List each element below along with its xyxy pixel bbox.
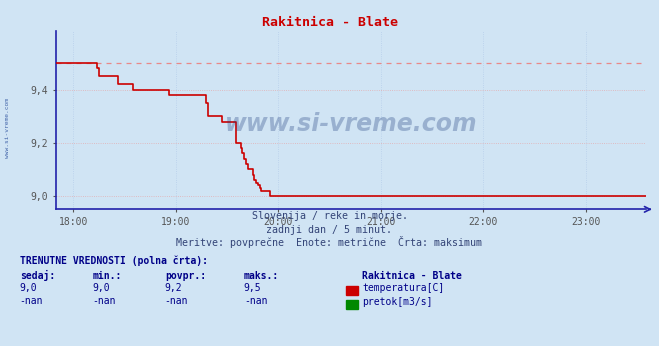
Text: Meritve: povprečne  Enote: metrične  Črta: maksimum: Meritve: povprečne Enote: metrične Črta:… [177, 236, 482, 248]
Text: povpr.:: povpr.: [165, 271, 206, 281]
Text: zadnji dan / 5 minut.: zadnji dan / 5 minut. [266, 225, 393, 235]
Text: -nan: -nan [92, 297, 116, 307]
Text: min.:: min.: [92, 271, 122, 281]
Text: sedaj:: sedaj: [20, 270, 55, 281]
Text: 9,0: 9,0 [20, 283, 38, 293]
Text: -nan: -nan [20, 297, 43, 307]
Text: Rakitnica - Blate: Rakitnica - Blate [362, 271, 463, 281]
Text: -nan: -nan [244, 297, 268, 307]
Text: Rakitnica - Blate: Rakitnica - Blate [262, 16, 397, 29]
Text: maks.:: maks.: [244, 271, 279, 281]
Text: www.si-vreme.com: www.si-vreme.com [225, 112, 477, 136]
Text: Slovenija / reke in morje.: Slovenija / reke in morje. [252, 211, 407, 221]
Text: -nan: -nan [165, 297, 188, 307]
Text: 9,5: 9,5 [244, 283, 262, 293]
Text: www.si-vreme.com: www.si-vreme.com [5, 98, 11, 158]
Text: TRENUTNE VREDNOSTI (polna črta):: TRENUTNE VREDNOSTI (polna črta): [20, 255, 208, 266]
Text: pretok[m3/s]: pretok[m3/s] [362, 297, 433, 307]
Text: temperatura[C]: temperatura[C] [362, 283, 445, 293]
Text: 9,0: 9,0 [92, 283, 110, 293]
Text: 9,2: 9,2 [165, 283, 183, 293]
